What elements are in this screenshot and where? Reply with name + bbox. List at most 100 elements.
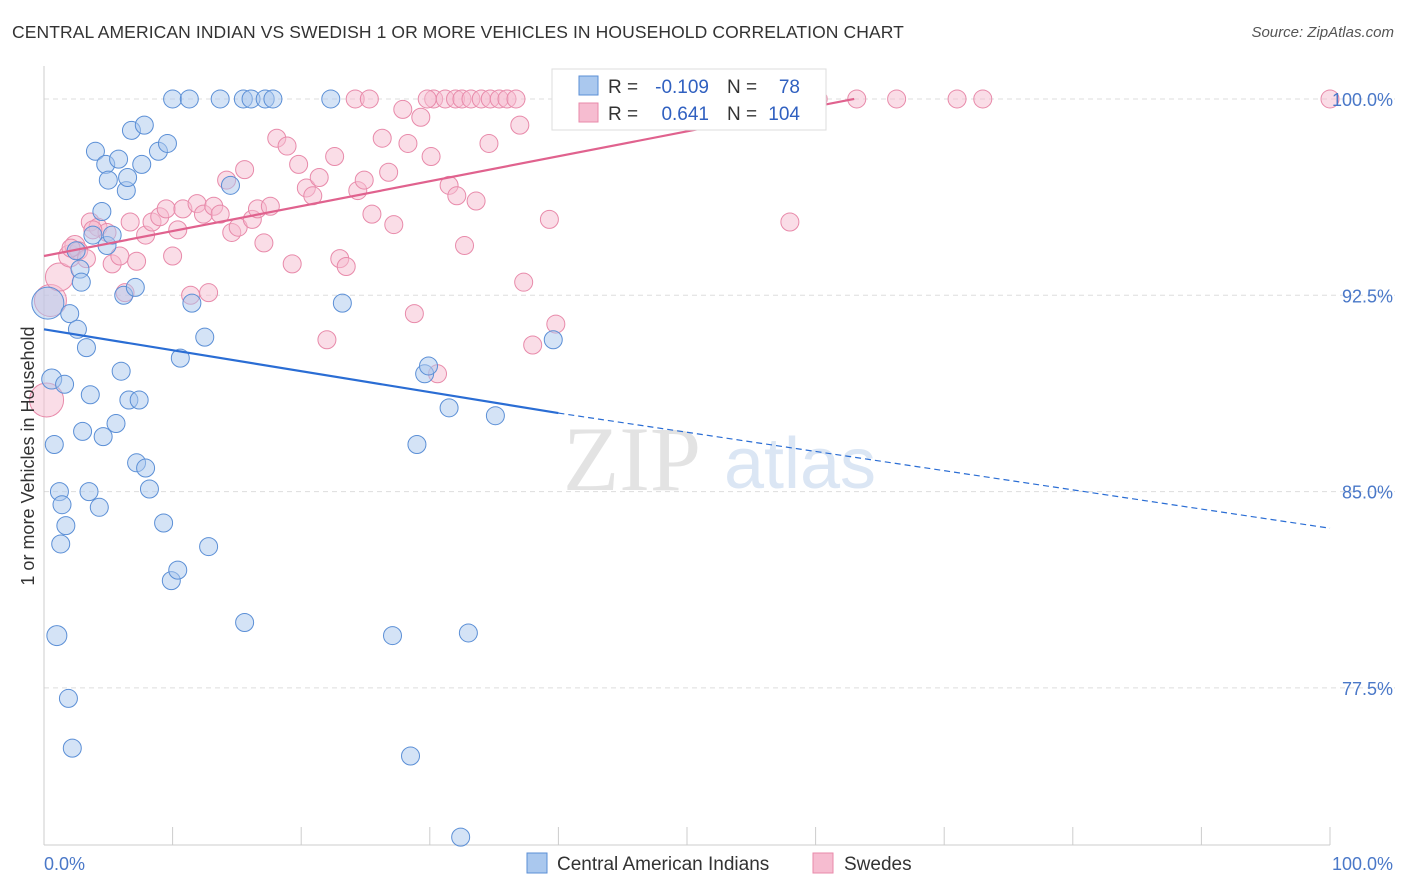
legend-label-swedes: Swedes [844, 854, 912, 875]
legend-swatch-blue [526, 852, 548, 874]
blue-point-22 [89, 497, 109, 517]
pink-point-103 [417, 89, 437, 109]
pink-point-61 [455, 236, 475, 256]
pink-point-51 [379, 162, 399, 182]
y-tick-labels: 100.0% 92.5% 85.0% 77.5% [1332, 90, 1393, 699]
swedes-points [29, 89, 1340, 418]
blue-point-52 [182, 293, 202, 313]
blue-point-69 [439, 398, 459, 418]
pink-point-50 [372, 128, 392, 148]
pink-point-19 [163, 246, 183, 266]
pink-point-63 [479, 133, 499, 153]
stats-box: R = -0.109 N = 78 R = 0.641 N = 104 [551, 68, 827, 131]
y-tick-label-0: 100.0% [1332, 90, 1393, 110]
blue-point-19 [80, 385, 100, 405]
y-tick-label-3: 77.5% [1342, 679, 1393, 699]
blue-point-55 [210, 89, 230, 109]
pink-point-42 [309, 167, 329, 187]
blue-point-41 [134, 115, 154, 135]
x-tick-labels: 0.0% 100.0% [44, 854, 1393, 874]
blue-point-10 [60, 304, 80, 324]
pink-point-57 [421, 147, 441, 167]
x-tick-min: 0.0% [44, 854, 85, 874]
blue-point-42 [136, 458, 156, 478]
pink-point-56 [411, 107, 431, 127]
pink-point-96 [847, 89, 867, 109]
pink-point-60 [447, 186, 467, 206]
pink-point-18 [156, 199, 176, 219]
pink-point-48 [354, 170, 374, 190]
blue-point-17 [76, 338, 96, 358]
stats-n-value-1: 78 [779, 77, 800, 98]
blue-point-37 [125, 277, 145, 297]
blue-point-15 [71, 272, 91, 292]
pink-point-38 [282, 254, 302, 274]
stats-swatch-blue [578, 75, 599, 96]
blue-point-8 [56, 516, 76, 536]
blue-point-65 [401, 746, 421, 766]
y-tick-label-1: 92.5% [1342, 286, 1393, 306]
blue-point-7 [55, 374, 75, 394]
blue-point-28 [102, 225, 122, 245]
blue-point-3 [46, 625, 68, 647]
blue-point-45 [154, 513, 174, 533]
pink-point-97 [887, 89, 907, 109]
watermark-zip: ZIP [563, 408, 701, 510]
pink-point-62 [466, 191, 486, 211]
y-axis-label: 1 or more Vehicles in Household [18, 326, 38, 585]
x-tick-max: 100.0% [1332, 854, 1393, 874]
pink-point-25 [199, 283, 219, 303]
blue-point-29 [106, 414, 126, 434]
stats-r-value-2: 0.641 [661, 104, 709, 125]
pink-point-65 [523, 335, 543, 355]
pink-point-54 [398, 133, 418, 153]
blue-point-18 [79, 482, 99, 502]
blue-point-23 [92, 202, 112, 222]
blue-point-54 [199, 537, 219, 557]
stats-n-label-1: N = [727, 77, 757, 98]
legend-swatch-pink [812, 852, 834, 874]
blue-point-66 [407, 434, 427, 454]
pink-point-102 [510, 115, 530, 135]
stats-r-label-1: R = [608, 77, 638, 98]
blue-point-53 [195, 327, 215, 347]
pink-point-67 [546, 314, 566, 334]
pink-point-44 [325, 147, 345, 167]
chart-title: CENTRAL AMERICAN INDIAN VS SWEDISH 1 OR … [12, 22, 904, 42]
pink-point-71 [359, 89, 379, 109]
watermark: ZIP atlas [563, 408, 876, 510]
pink-point-53 [393, 99, 413, 119]
pink-point-52 [384, 215, 404, 235]
blue-point-20 [83, 225, 103, 245]
blue-point-49 [168, 560, 188, 580]
blue-point-24 [93, 427, 113, 447]
pink-point-99 [973, 89, 993, 109]
blue-point-56 [220, 175, 240, 195]
blue-point-39 [129, 390, 149, 410]
pink-point-100 [780, 212, 800, 232]
blue-point-50 [170, 348, 190, 368]
pink-point-101 [1320, 89, 1340, 109]
pink-point-37 [277, 136, 297, 156]
blue-point-31 [111, 361, 131, 381]
y-tick-label-2: 85.0% [1342, 483, 1393, 503]
blue-point-43 [139, 479, 159, 499]
blue-point-2 [44, 434, 64, 454]
blue-point-71 [458, 623, 478, 643]
stats-n-label-2: N = [727, 104, 757, 125]
pink-point-64 [514, 272, 534, 292]
blue-point-0 [31, 286, 65, 320]
blue-point-48 [163, 89, 183, 109]
central-american-indians-points [31, 89, 594, 847]
blue-trend-extension [558, 412, 1331, 529]
blue-point-63 [332, 293, 352, 313]
blue-point-68 [419, 356, 439, 376]
pink-point-98 [947, 89, 967, 109]
pink-point-66 [539, 209, 559, 229]
blue-point-11 [62, 738, 82, 758]
blue-point-30 [109, 149, 129, 169]
legend: Central American Indians Swedes [526, 852, 912, 875]
blue-point-21 [85, 141, 105, 161]
blue-point-27 [98, 170, 118, 190]
